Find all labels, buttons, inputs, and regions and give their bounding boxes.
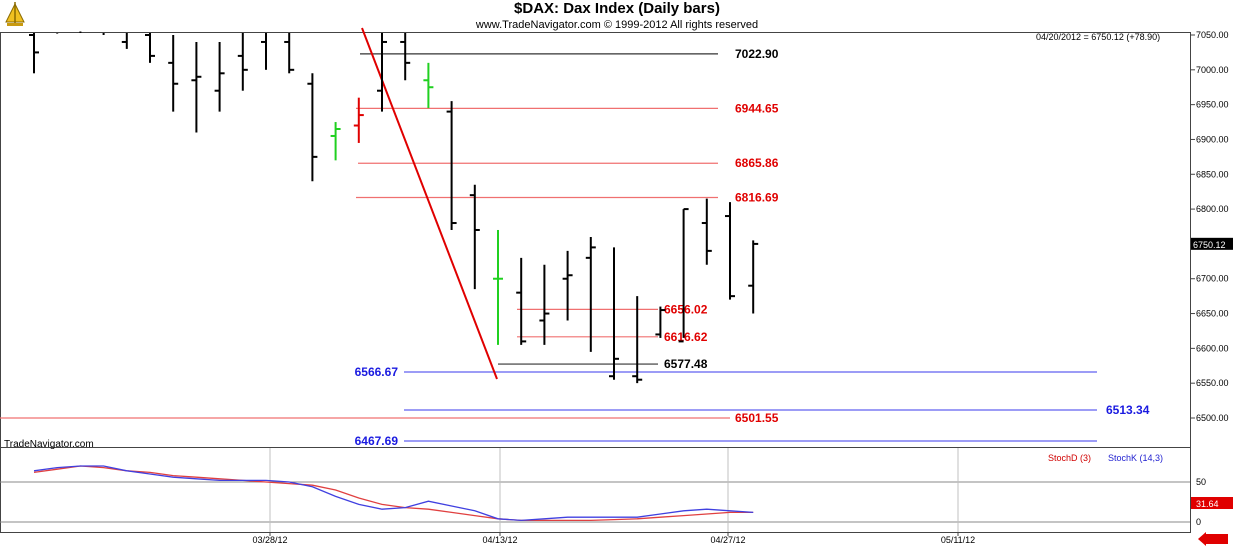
chart-title: $DAX: Dax Index (Daily bars) <box>514 0 720 17</box>
ohlc-bar <box>423 62 434 109</box>
ohlc-bar <box>678 208 689 343</box>
level-label: 7022.90 <box>735 47 779 61</box>
ohlc-bar <box>145 33 155 63</box>
ohlc-bar <box>214 41 225 112</box>
ohlc-bar <box>330 122 341 161</box>
ohlc-bar <box>655 306 666 338</box>
y-tick-label: 6550.00 <box>1196 378 1229 388</box>
ohlc-bar <box>307 73 318 182</box>
ohlc-bar <box>725 202 735 300</box>
ohlc-bar <box>168 35 179 112</box>
stochk-legend: StochK (14,3) <box>1108 453 1164 463</box>
level-label: 6566.67 <box>355 365 399 379</box>
stoch-tick-label: 0 <box>1196 517 1201 527</box>
stoch-last-box <box>1191 497 1233 509</box>
stochk-line <box>33 465 754 522</box>
x-tick-label: 04/13/12 <box>482 535 517 545</box>
price-bars <box>29 31 759 384</box>
y-tick-label: 6500.00 <box>1196 413 1229 423</box>
y-tick-label: 7000.00 <box>1196 65 1229 75</box>
stoch-panel <box>0 447 1191 533</box>
last-price-label: 6750.12 <box>1193 240 1226 250</box>
level-label: 6865.86 <box>735 156 779 170</box>
x-tick-label: 05/11/12 <box>941 535 975 545</box>
ohlc-bar <box>585 236 596 352</box>
x-tick-label: 03/28/12 <box>252 535 287 545</box>
trendline-layer <box>361 27 498 380</box>
scroll-right-icon[interactable] <box>1198 532 1228 546</box>
ohlc-bar <box>121 33 128 49</box>
ohlc-bar <box>493 229 503 345</box>
date-axis: 03/28/12 04/13/12 04/27/12 05/11/12 <box>252 448 975 545</box>
level-label: 6816.69 <box>735 190 779 204</box>
ohlc-bar <box>469 184 480 290</box>
level-label: 6501.55 <box>735 411 779 425</box>
last-price-box <box>1191 237 1233 250</box>
level-lines: 7022.90 6944.65 6865.86 6816.69 6656.02 6616.… <box>0 47 1150 448</box>
level-label: 6467.69 <box>355 434 399 448</box>
y-tick-label: 6900.00 <box>1196 134 1229 144</box>
ohlc-bar <box>516 257 527 345</box>
x-tick-label: 04/27/12 <box>710 535 745 545</box>
ohlc-bar <box>377 33 387 112</box>
ohlc-bar <box>632 296 643 384</box>
level-label: 6656.02 <box>664 302 708 316</box>
y-tick-label: 6600.00 <box>1196 343 1229 353</box>
ohlc-bar <box>562 250 573 321</box>
brand-label: TradeNavigator.com <box>4 439 94 450</box>
y-tick-label: 6800.00 <box>1196 204 1229 214</box>
ohlc-bar <box>446 101 457 230</box>
stoch-tick-label: 50 <box>1196 477 1206 487</box>
ohlc-bar <box>353 97 364 143</box>
chart-subtitle: www.TradeNavigator.com © 1999-2012 All r… <box>475 19 759 31</box>
level-label: 6616.62 <box>664 330 708 344</box>
ohlc-bar <box>261 33 267 70</box>
level-label: 6944.65 <box>735 101 779 115</box>
ohlc-bar <box>237 33 248 91</box>
ohlc-bar <box>29 33 39 74</box>
stoch-lines: 31.64 <box>33 465 1233 522</box>
last-quote: 04/20/2012 = 6750.12 (+78.90) <box>1036 32 1161 42</box>
ohlc-bar <box>748 240 759 314</box>
level-label: 6577.48 <box>664 357 708 371</box>
ohlc-bar <box>284 33 295 74</box>
ohlc-bar <box>539 264 550 345</box>
stochd-legend: StochD (3) <box>1048 453 1092 463</box>
tradenavigator-logo-icon <box>5 2 25 26</box>
y-tick-label: 6650.00 <box>1196 309 1229 319</box>
y-tick-label: 7050.00 <box>1196 30 1229 40</box>
ohlc-bar <box>701 198 712 265</box>
trend-line <box>361 27 498 380</box>
price-axis: 7050.00 7000.00 6950.00 6900.00 6850.00 6800.… <box>1190 30 1233 423</box>
y-tick-label: 6700.00 <box>1196 274 1229 284</box>
y-tick-label: 6950.00 <box>1196 100 1229 110</box>
ohlc-bar <box>191 41 202 133</box>
ohlc-bar <box>609 247 619 380</box>
ohlc-bar <box>400 33 411 81</box>
stoch-grid: 50 0 <box>0 477 1206 527</box>
stoch-last-label: 31.64 <box>1196 499 1219 509</box>
y-tick-label: 6850.00 <box>1196 169 1229 179</box>
price-panel <box>0 32 1191 448</box>
stochd-line <box>33 465 754 522</box>
level-label: 6513.34 <box>1106 403 1150 417</box>
